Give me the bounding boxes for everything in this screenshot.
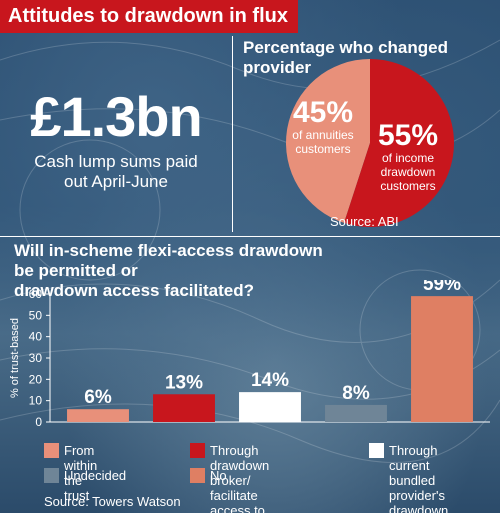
legend-swatch xyxy=(44,468,59,483)
legend-swatch xyxy=(44,443,59,458)
legend-swatch xyxy=(190,443,205,458)
legend-label: Undecided xyxy=(64,468,127,483)
pie-label-annuities-2: customers xyxy=(295,142,350,156)
bar-value-label: 13% xyxy=(165,372,203,393)
headline-caption-line2: out April-June xyxy=(64,172,168,191)
y-tick-label: 60 xyxy=(29,287,43,301)
title-bar: Attitudes to drawdown in flux xyxy=(0,0,298,33)
pie-source: Source: ABI xyxy=(330,214,399,229)
legend-label: No xyxy=(210,468,227,483)
bar-value-label: 6% xyxy=(84,387,112,408)
pie-slice-annuities xyxy=(286,59,370,223)
bar xyxy=(67,409,129,422)
legend-label: Through current bundled provider's drawdow… xyxy=(389,443,449,513)
bar xyxy=(325,404,387,422)
pie-slice-income-drawdown xyxy=(344,59,454,227)
bar-chart-source: Source: Towers Watson xyxy=(44,494,181,509)
y-tick-label: 10 xyxy=(29,394,43,408)
vertical-divider xyxy=(232,36,233,232)
bar xyxy=(153,394,215,422)
bar xyxy=(239,392,301,422)
pie-label-drawdown-2: drawdown xyxy=(381,165,436,179)
pie-pct-annuities: 45% xyxy=(293,96,353,129)
bar-chart-title-line1: Will in-scheme flexi-access drawdown be … xyxy=(14,241,323,280)
legend-label: Through drawdown broker/facilitate acces… xyxy=(210,443,270,513)
legend-swatch xyxy=(369,443,384,458)
bar-chart: 0 10 20 30 40 50 60 % of trust-based 6% 13% 14% 8% 5… xyxy=(9,280,490,429)
headline-value: £1.3bn xyxy=(30,85,202,148)
legend-label: From within the trust xyxy=(64,443,98,503)
pie-label-annuities-1: of annuities xyxy=(292,128,353,142)
bar-value-label: 59% xyxy=(423,280,461,295)
headline-caption: Cash lump sums paid out April-June xyxy=(0,152,232,192)
y-tick-label: 20 xyxy=(29,372,43,386)
y-tick-label: 0 xyxy=(35,415,42,429)
bar-chart-title-line2: drawdown access facilitated? xyxy=(14,281,254,300)
bar-value-label: 8% xyxy=(342,383,370,404)
y-tick-label: 40 xyxy=(29,330,43,344)
pie-pct-drawdown: 55% xyxy=(378,119,438,152)
y-tick-label: 50 xyxy=(29,308,43,322)
y-axis-label: % of trust-based xyxy=(9,318,21,398)
pie-label-drawdown-1: of income xyxy=(382,151,434,165)
bar-value-label: 14% xyxy=(251,370,289,391)
horizontal-divider xyxy=(0,236,500,237)
pie-label-drawdown-3: customers xyxy=(380,179,435,193)
pie-title: Percentage who changed provider xyxy=(243,38,448,77)
headline-caption-line1: Cash lump sums paid xyxy=(34,152,198,171)
bar xyxy=(411,296,473,422)
y-tick-label: 30 xyxy=(29,351,43,365)
legend-swatch xyxy=(190,468,205,483)
pie-chart: 45% of annuities customers 55% of income… xyxy=(286,59,454,227)
bar-chart-title: Will in-scheme flexi-access drawdown be … xyxy=(14,241,334,301)
